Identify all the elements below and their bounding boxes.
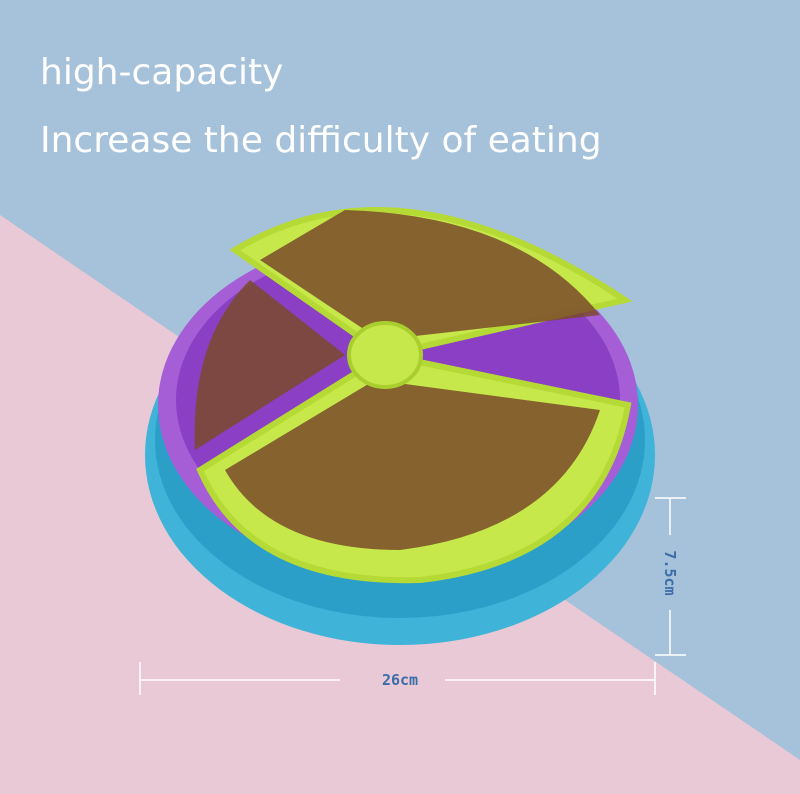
kibble bbox=[260, 210, 600, 340]
dimension-lines bbox=[139, 497, 686, 695]
width-label: 26cm bbox=[382, 671, 418, 689]
kibble bbox=[225, 380, 600, 550]
title: high-capacity bbox=[40, 52, 283, 93]
bowl bbox=[145, 207, 655, 645]
center-knob bbox=[347, 321, 423, 389]
subtitle: Increase the difficulty of eating bbox=[40, 120, 602, 161]
height-label: 7.5cm bbox=[661, 550, 679, 595]
kibble bbox=[194, 280, 345, 450]
